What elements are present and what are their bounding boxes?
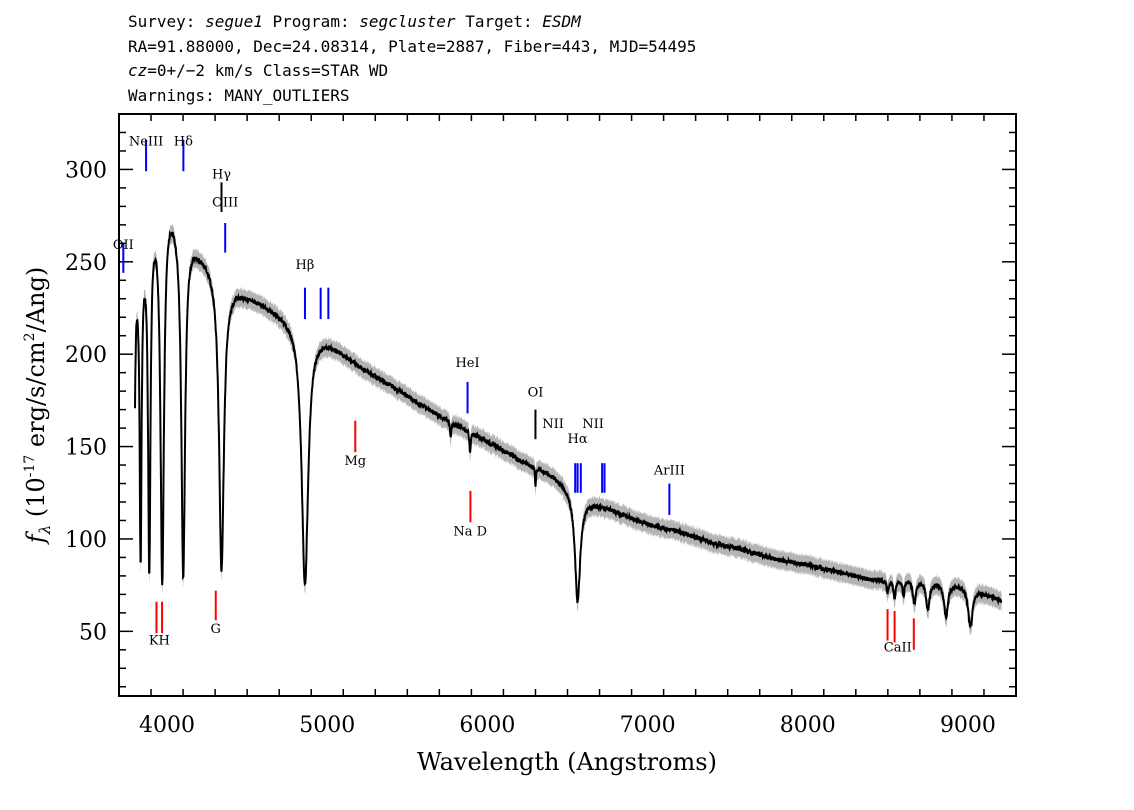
y-tick-label: 200	[65, 343, 107, 368]
header-line-1: Survey: segue1 Program: segcluster Targe…	[128, 10, 696, 35]
header-line-3-rest: =0+/−2 km/s Class=STAR WD	[147, 61, 389, 80]
emission-line-label-14: ArIII	[653, 463, 685, 478]
program-label: Program:	[272, 12, 350, 31]
y-tick-label: 150	[65, 436, 107, 461]
x-tick-label: 6000	[459, 713, 515, 738]
feature-label-3: Na D	[453, 524, 487, 539]
emission-line-label-0: OII	[113, 238, 134, 253]
axis-ticks	[118, 113, 1017, 696]
y-tick-label: 250	[65, 251, 107, 276]
emission-line-label-4: OIII	[212, 195, 238, 210]
feature-label-6: NII	[582, 417, 604, 432]
emission-line-label-1: NeIII	[129, 134, 163, 149]
emission-line-label-10: Hα	[568, 432, 588, 447]
x-axis-title: Wavelength (Angstroms)	[417, 748, 717, 776]
feature-label-0: KH	[149, 633, 170, 648]
feature-label-2: Mg	[344, 454, 366, 469]
line-markers	[122, 139, 915, 650]
feature-label-7: CaII	[884, 641, 912, 656]
emission-line-label-2: Hδ	[174, 134, 193, 149]
program-value: segcluster	[359, 12, 456, 31]
flux-line	[134, 230, 1003, 629]
header-line-4: Warnings: MANY_OUTLIERS	[128, 85, 350, 105]
flux-error-band	[135, 222, 1002, 636]
target-label: Target:	[465, 12, 533, 31]
feature-label-1: G	[211, 622, 221, 637]
x-tick-label: 7000	[620, 713, 676, 738]
spectrum-layer	[134, 222, 1003, 636]
y-tick-label: 300	[65, 158, 107, 183]
cz-label: cz	[128, 61, 148, 80]
spectrum-header: Survey: segue1 Program: segcluster Targe…	[128, 10, 696, 108]
feature-label-5: NII	[542, 417, 564, 432]
emission-line-label-8: HeI	[455, 356, 479, 371]
tick-labels: 4000 5000 6000 7000 8000 9000 50 100 150 200 250 30…	[65, 158, 996, 738]
y-tick-label: 100	[65, 528, 107, 553]
marker-labels: OII NeIII Hδ OIII Hβ HeI Hα ArIII Hγ KH G Mg Na D OI N…	[113, 134, 912, 655]
feature-label-4: OI	[528, 386, 544, 401]
x-tick-label: 5000	[299, 713, 355, 738]
header-line-2: RA=91.88000, Dec=24.08314, Plate=2887, F…	[128, 36, 697, 56]
survey-value: segue1	[205, 12, 263, 31]
x-tick-label: 8000	[780, 713, 836, 738]
target-value: ESDM	[542, 12, 581, 31]
emission-line-label-5: Hβ	[296, 258, 315, 273]
x-tick-label: 4000	[139, 713, 195, 738]
survey-label: Survey:	[128, 12, 196, 31]
x-tick-label: 9000	[940, 713, 996, 738]
y-tick-label: 50	[79, 620, 107, 645]
header-line-3: cz=0+/−2 km/s Class=STAR WD	[128, 59, 696, 84]
plot-frame	[118, 113, 1017, 697]
emission-line-label-3: Hγ	[212, 168, 231, 183]
y-axis-title: fλ (10-17 erg/s/cm2/Ang)	[22, 267, 54, 545]
